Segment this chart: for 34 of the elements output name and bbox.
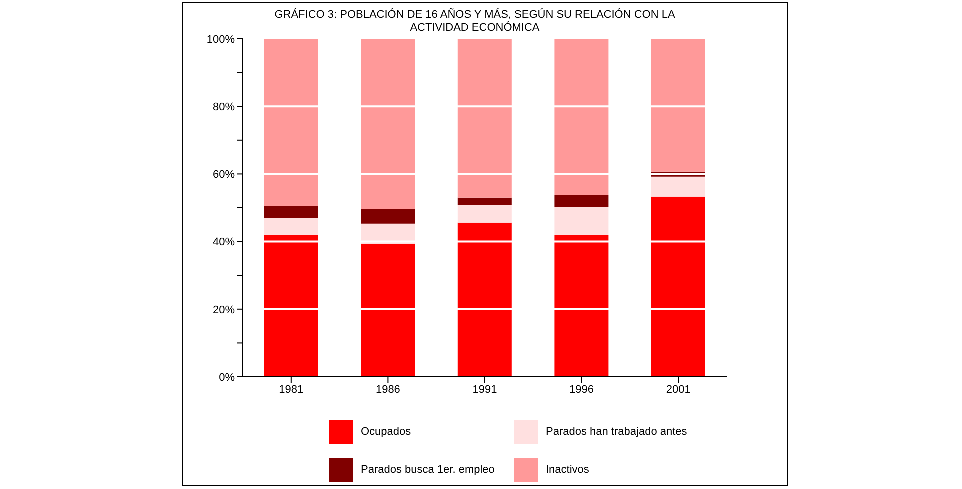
legend-label: Parados busca 1er. empleo <box>361 464 495 476</box>
x-tick-label: 1991 <box>472 384 498 396</box>
chart-title: GRÁFICO 3: POBLACIÓN DE 16 AÑOS Y MÁS, SEGÚN SU RELACIÓN CON LA ACTIVIDAD ECONÓMICA <box>274 9 676 35</box>
bar <box>458 222 512 377</box>
bar <box>264 206 318 218</box>
legend-label: Parados han trabajado antes <box>546 426 688 438</box>
y-tick-label: 0% <box>219 372 236 384</box>
bar <box>264 39 318 206</box>
bar <box>264 218 318 236</box>
bar <box>361 244 416 377</box>
legend-label: Ocupados <box>361 426 412 438</box>
bar <box>458 39 512 198</box>
x-tick-label: 1986 <box>376 384 400 396</box>
bar <box>554 206 609 236</box>
bar <box>361 39 416 210</box>
y-tick-label: 100% <box>206 34 236 46</box>
bar <box>554 235 609 377</box>
bar <box>554 39 609 196</box>
bar <box>651 176 706 197</box>
bar <box>554 195 609 207</box>
y-tick-label: 40% <box>212 236 236 249</box>
y-tick-label: 20% <box>212 304 236 316</box>
bar <box>458 204 512 223</box>
x-tick-label: 2001 <box>666 384 691 396</box>
y-tick-label: 60% <box>212 169 236 182</box>
bar <box>458 198 512 205</box>
x-tick-label: 1996 <box>570 384 594 396</box>
x-tick-label: 1981 <box>279 384 304 396</box>
bar <box>651 39 706 172</box>
legend-label: Inactivos <box>546 464 590 476</box>
bar <box>651 196 706 377</box>
bar <box>264 235 318 377</box>
y-tick-label: 80% <box>212 102 236 114</box>
bar <box>361 209 416 224</box>
